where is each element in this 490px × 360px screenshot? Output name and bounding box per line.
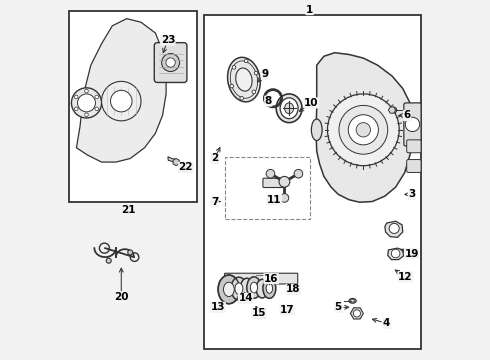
Text: 22: 22 [178, 162, 193, 172]
Text: 2: 2 [211, 153, 218, 163]
Ellipse shape [250, 282, 258, 293]
Ellipse shape [231, 277, 247, 300]
Bar [204, 15, 421, 348]
Ellipse shape [266, 283, 272, 293]
Ellipse shape [235, 283, 243, 294]
Text: 5: 5 [335, 302, 342, 312]
Ellipse shape [311, 119, 322, 140]
Text: 19: 19 [405, 248, 419, 258]
Circle shape [74, 95, 78, 99]
Bar [69, 12, 196, 202]
Circle shape [294, 170, 303, 178]
Text: 6: 6 [403, 111, 411, 121]
Ellipse shape [218, 275, 240, 304]
Circle shape [240, 96, 244, 100]
Circle shape [405, 117, 419, 132]
Ellipse shape [227, 57, 260, 102]
Text: 23: 23 [161, 35, 175, 45]
FancyBboxPatch shape [407, 140, 421, 153]
Text: 3: 3 [408, 189, 416, 199]
Circle shape [72, 88, 101, 118]
Ellipse shape [247, 277, 261, 298]
Ellipse shape [280, 98, 298, 119]
Text: 20: 20 [114, 292, 128, 302]
Ellipse shape [256, 279, 269, 298]
Ellipse shape [263, 278, 276, 298]
Text: 15: 15 [251, 309, 266, 318]
Text: 8: 8 [265, 96, 272, 106]
Text: 16: 16 [264, 274, 278, 284]
Circle shape [77, 94, 96, 112]
Polygon shape [388, 248, 403, 260]
Circle shape [232, 66, 236, 69]
Circle shape [339, 105, 388, 154]
FancyBboxPatch shape [263, 178, 283, 188]
Circle shape [101, 81, 141, 121]
Text: 18: 18 [286, 284, 301, 294]
Circle shape [85, 89, 88, 93]
Text: 21: 21 [121, 206, 136, 216]
Text: 11: 11 [267, 195, 282, 205]
Circle shape [353, 310, 361, 317]
FancyBboxPatch shape [224, 273, 298, 284]
Circle shape [74, 107, 78, 111]
Circle shape [95, 107, 98, 111]
FancyBboxPatch shape [154, 42, 187, 82]
Circle shape [166, 58, 175, 67]
Circle shape [327, 94, 399, 166]
Text: 9: 9 [261, 69, 269, 79]
Circle shape [389, 224, 399, 233]
Circle shape [392, 249, 400, 258]
Text: 4: 4 [383, 319, 391, 328]
Ellipse shape [285, 103, 294, 114]
Text: 1: 1 [306, 5, 313, 15]
Circle shape [245, 59, 248, 63]
Text: 10: 10 [304, 98, 319, 108]
Circle shape [252, 90, 256, 94]
FancyBboxPatch shape [407, 159, 421, 172]
Circle shape [106, 258, 111, 263]
Circle shape [348, 115, 378, 145]
Polygon shape [316, 53, 413, 202]
Circle shape [356, 123, 370, 137]
Polygon shape [168, 157, 179, 164]
Circle shape [111, 90, 132, 112]
Ellipse shape [349, 298, 356, 303]
Text: 13: 13 [211, 302, 225, 312]
Circle shape [254, 71, 258, 75]
Circle shape [230, 84, 234, 88]
Text: 12: 12 [398, 272, 413, 282]
Text: 14: 14 [239, 293, 253, 303]
Ellipse shape [351, 300, 354, 302]
Circle shape [85, 113, 88, 117]
Text: 7: 7 [211, 197, 218, 207]
Ellipse shape [236, 68, 252, 91]
FancyBboxPatch shape [404, 103, 421, 146]
Circle shape [128, 250, 133, 255]
Circle shape [391, 107, 397, 113]
Circle shape [95, 95, 98, 99]
Polygon shape [76, 19, 166, 162]
Polygon shape [385, 221, 403, 237]
Circle shape [266, 170, 275, 178]
Ellipse shape [240, 278, 253, 298]
Circle shape [162, 54, 179, 72]
Ellipse shape [223, 282, 234, 297]
Ellipse shape [276, 94, 302, 123]
Circle shape [279, 176, 290, 187]
Circle shape [280, 194, 289, 202]
Text: 17: 17 [280, 305, 294, 315]
Bar [225, 157, 310, 220]
